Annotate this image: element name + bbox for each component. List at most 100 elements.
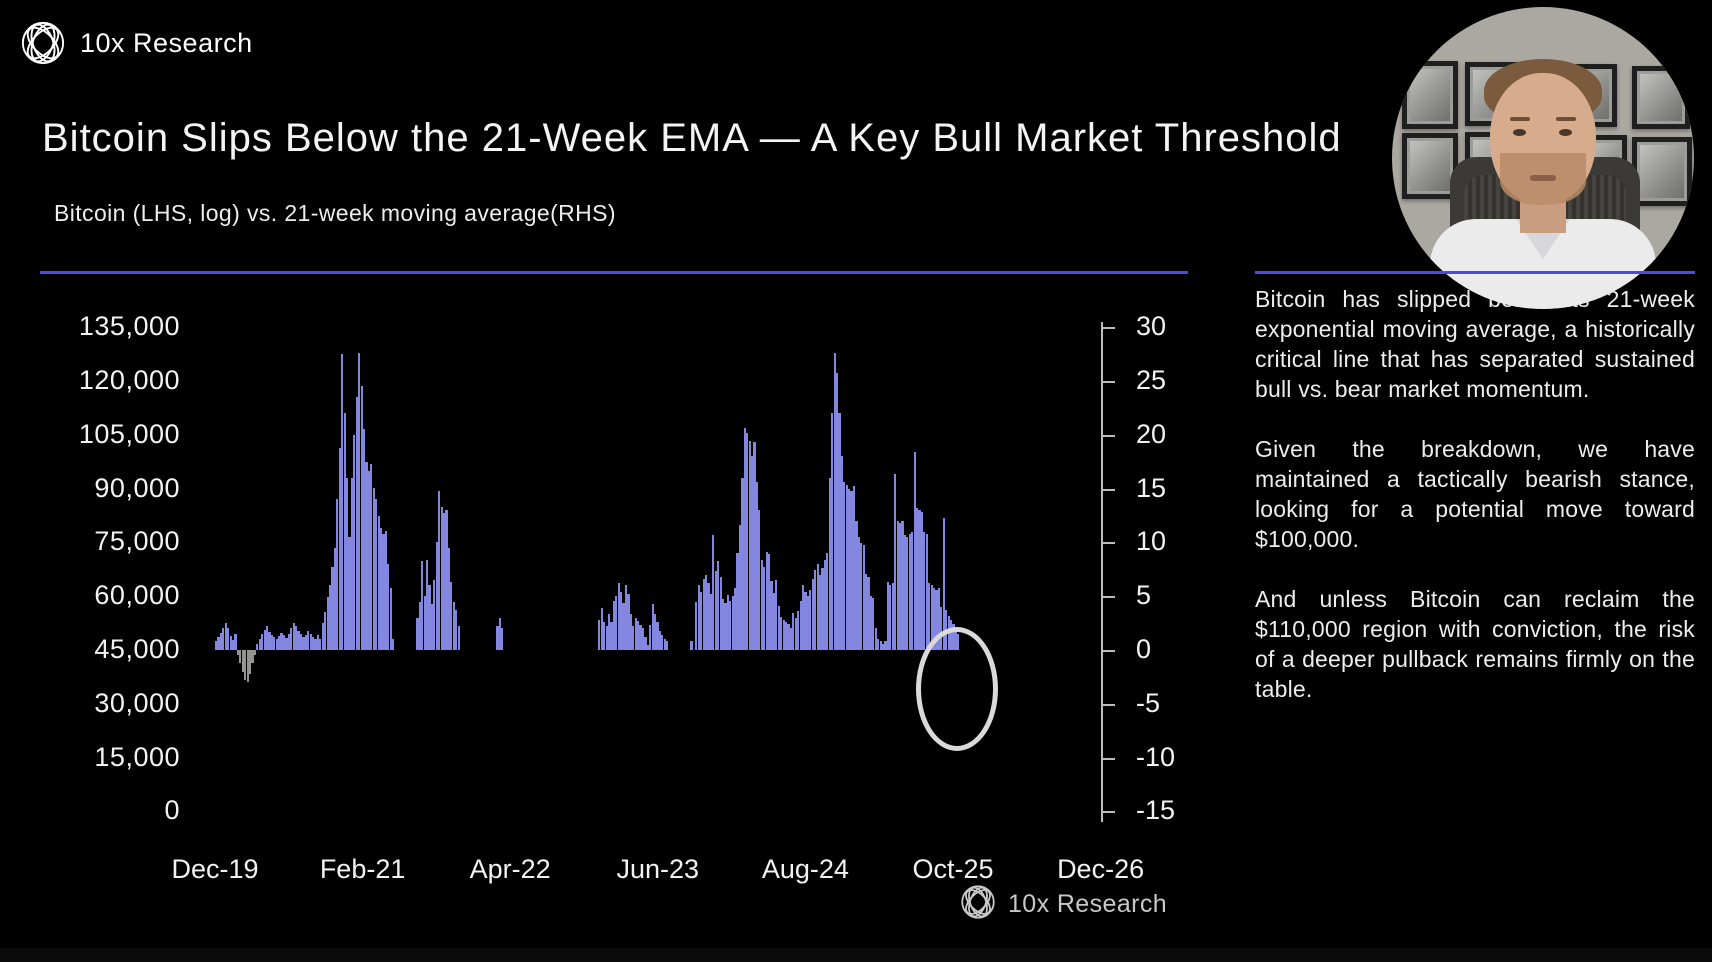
bar-negative [251,650,254,663]
bar-positive [882,643,885,650]
bar-positive [838,413,841,650]
rhs-axis-tick-label: 5 [1136,580,1152,611]
bar-positive [314,639,317,650]
bar-positive [372,487,375,650]
bar-positive [389,587,392,650]
bar-positive [663,639,666,650]
bar-positive [440,506,443,650]
bar-positive [455,610,458,650]
bar-positive [704,574,708,650]
bar-positive [615,596,618,650]
bar-positive [384,530,387,650]
bar-positive [801,585,805,650]
bar-positive [426,559,429,650]
bar-positive [666,641,669,650]
bar-positive [324,612,327,650]
rhs-axis-tick [1101,381,1115,383]
bar-positive [877,639,880,650]
bar-positive [865,573,868,650]
bar-positive [326,597,329,650]
bar-positive [894,473,897,650]
bar-positive [367,471,370,650]
bar-positive [765,552,768,650]
bar-positive [392,639,395,650]
bar-positive [632,626,635,650]
lhs-axis-tick-label: 45,000 [94,634,180,664]
bar-positive [217,637,220,650]
rhs-axis-tick [1101,757,1115,760]
rhs-axis-tick [1101,650,1115,652]
bar-positive [416,617,419,650]
bar-positive [818,574,822,650]
rhs-axis-tick [1101,434,1115,437]
bar-positive [751,456,754,650]
bar-positive [501,628,504,650]
bar-positive [639,625,642,650]
bar-positive [234,633,237,650]
rhs-axis-tick-label: 30 [1136,311,1167,342]
bar-positive [651,603,654,650]
bar-positive [224,623,227,650]
bar-positive [784,622,788,650]
person-face [1559,129,1572,136]
bar-positive [309,633,312,650]
bar-positive [304,634,307,650]
bar-positive [622,602,625,650]
bar-positive [731,596,734,650]
lhs-axis-tick-label: 30,000 [94,687,180,718]
bar-positive [903,534,907,650]
webcam-video-circle [1392,7,1694,309]
bar-positive [610,622,613,650]
bar-negative [253,650,256,656]
bar-negative [248,650,252,674]
bar-positive [814,570,817,650]
bar-positive [338,447,341,650]
person-face [1513,129,1526,136]
bar-positive [496,626,499,650]
person-face [1556,117,1576,121]
bar-positive [702,578,705,650]
bar-positive [724,602,727,650]
commentary-paragraph: Given the breakdown, we have maintained … [1255,436,1695,552]
rhs-axis-tick-label: 10 [1136,526,1167,557]
bar-positive [857,537,860,650]
bar-positive [295,626,298,650]
bar-positive [891,583,894,650]
bar-positive [433,580,436,650]
picture-frame [1402,61,1458,129]
bar-positive [860,543,863,650]
rhs-axis-tick [1101,596,1115,599]
bar-positive [918,510,921,650]
bar-positive [717,560,720,650]
bar-positive [442,513,446,650]
bar-positive [869,596,873,650]
bar-positive [319,639,322,650]
bar-positive [777,605,780,650]
bar-positive [695,601,698,650]
bar-positive [321,623,324,650]
bar-positive [884,641,887,650]
bar-positive [258,639,261,650]
globe-lattice-icon [960,884,996,925]
bar-positive [770,581,773,650]
rhs-axis-tick [1101,542,1115,545]
bar-positive [831,413,834,650]
bar-positive [690,641,693,650]
bar-positive [231,640,235,650]
bar-positive [634,617,637,650]
x-axis-tick-label: Aug-24 [761,854,849,884]
bar-positive [498,617,501,650]
bar-positive [738,525,742,650]
bar-positive [806,596,809,650]
bar-positive [755,482,759,650]
bar-positive [365,461,368,650]
bar-positive [379,528,383,650]
bar-positive [920,512,923,650]
x-axis-tick-label: Oct-25 [912,854,994,884]
bar-positive [375,499,378,650]
bar-positive [605,626,608,650]
bar-positive [843,482,846,650]
divider-right [1255,271,1695,274]
x-axis-tick-label: Feb-21 [319,854,406,884]
bottom-strip [0,948,1712,962]
